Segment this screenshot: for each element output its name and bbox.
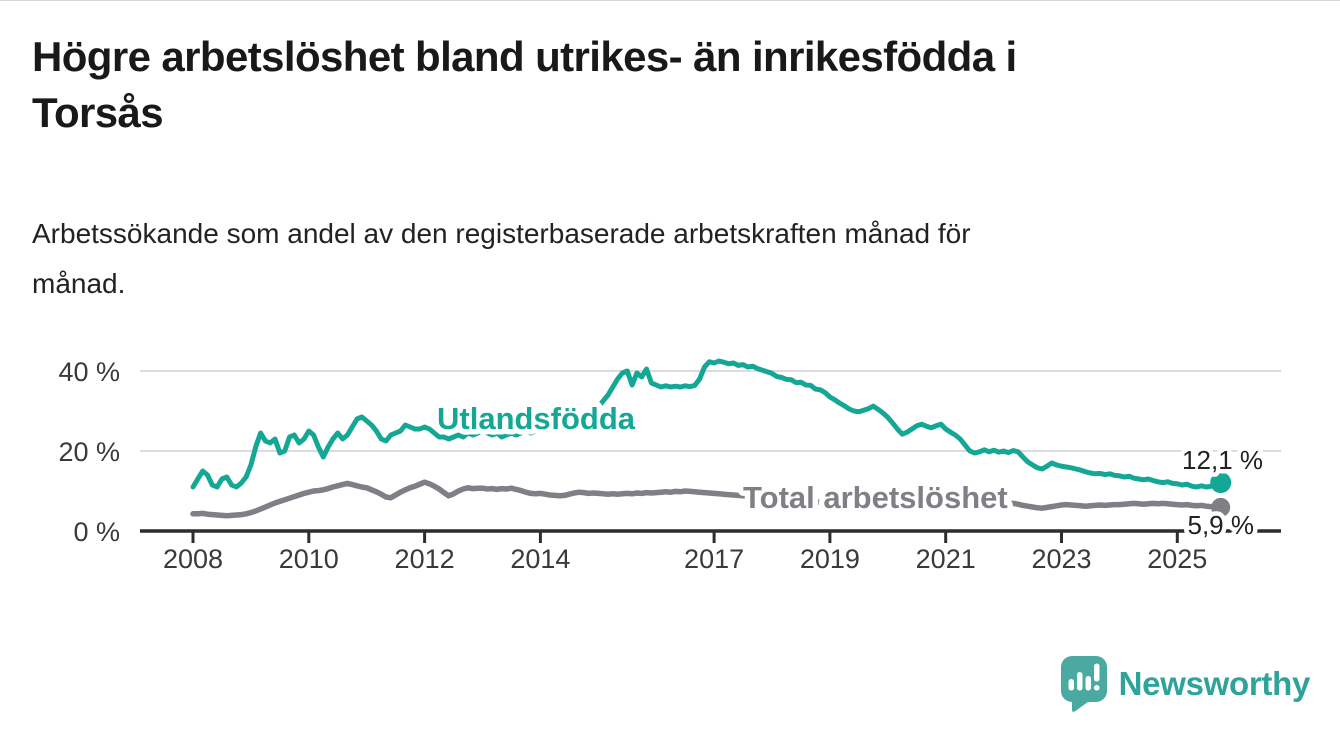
title-line-1: Högre arbetslöshet bland utrikes- än inr…: [32, 33, 1017, 80]
logo-bar-3: [1085, 676, 1091, 691]
x-tick-label-2017: 2017: [684, 544, 744, 574]
series-label-utlandsfodda: Utlandsfödda: [437, 401, 636, 436]
x-tick-label-2019: 2019: [800, 544, 860, 574]
x-tick-label-2021: 2021: [916, 544, 976, 574]
newsworthy-logo-text: Newsworthy: [1118, 664, 1311, 702]
series-line-total-arbetsloshet: [190, 479, 1224, 519]
newsworthy-logo-icon: [1060, 656, 1107, 712]
subtitle-line-1: Arbetssökande som andel av den registerb…: [32, 218, 971, 249]
series-end-dot-total-arbetsloshet: [1211, 497, 1231, 517]
logo-bar-2: [1076, 672, 1083, 691]
x-tick-label-2014: 2014: [510, 544, 570, 574]
x-tick-label-2025: 2025: [1147, 544, 1207, 574]
y-gridlines: [140, 370, 1281, 452]
logo-bar-1: [1068, 679, 1074, 691]
title-line-2: Torsås: [32, 88, 164, 136]
x-tick-label-2023: 2023: [1031, 544, 1091, 574]
x-axis-tick-labels: 2008 2010 2012 2014 2017 2019 2021 2023 2025: [163, 544, 1207, 574]
x-tick-label-2008: 2008: [163, 544, 223, 574]
y-tick-label-0: 0 %: [73, 517, 120, 547]
end-value-label-utlandsfodda: 12,1 %: [1182, 445, 1263, 475]
y-tick-label-40: 40 %: [58, 357, 120, 387]
chart-subtitle: Arbetssökande som andel av den registerb…: [32, 209, 971, 309]
logo-exclamation-bar: [1093, 663, 1100, 682]
series-end-dot-utlandsfodda: [1210, 472, 1232, 494]
end-value-label-total-arbetsloshet: 5,9 %: [1188, 510, 1255, 540]
subtitle-line-2: månad.: [32, 267, 126, 299]
x-tick-label-2010: 2010: [279, 544, 339, 574]
series-line-utlandsfodda: [190, 358, 1224, 490]
series-label-total-arbetsloshet: Total arbetslöshet: [743, 480, 1008, 515]
unemployment-line-chart: 2008 2010 2012 2014 2017 2019 2021 2023 2025 0 %…: [58, 357, 1281, 574]
newsworthy-branding: Newsworthy: [1060, 655, 1310, 712]
logo-exclamation-dot: [1093, 685, 1100, 691]
x-tick-label-2012: 2012: [395, 544, 455, 574]
page-title: Högre arbetslöshet bland utrikes- än inr…: [32, 29, 1017, 141]
y-tick-label-20: 20 %: [58, 437, 120, 467]
x-axis-ticks: [191, 531, 1179, 543]
y-axis-tick-labels: 0 % 20 % 40 %: [58, 357, 120, 547]
